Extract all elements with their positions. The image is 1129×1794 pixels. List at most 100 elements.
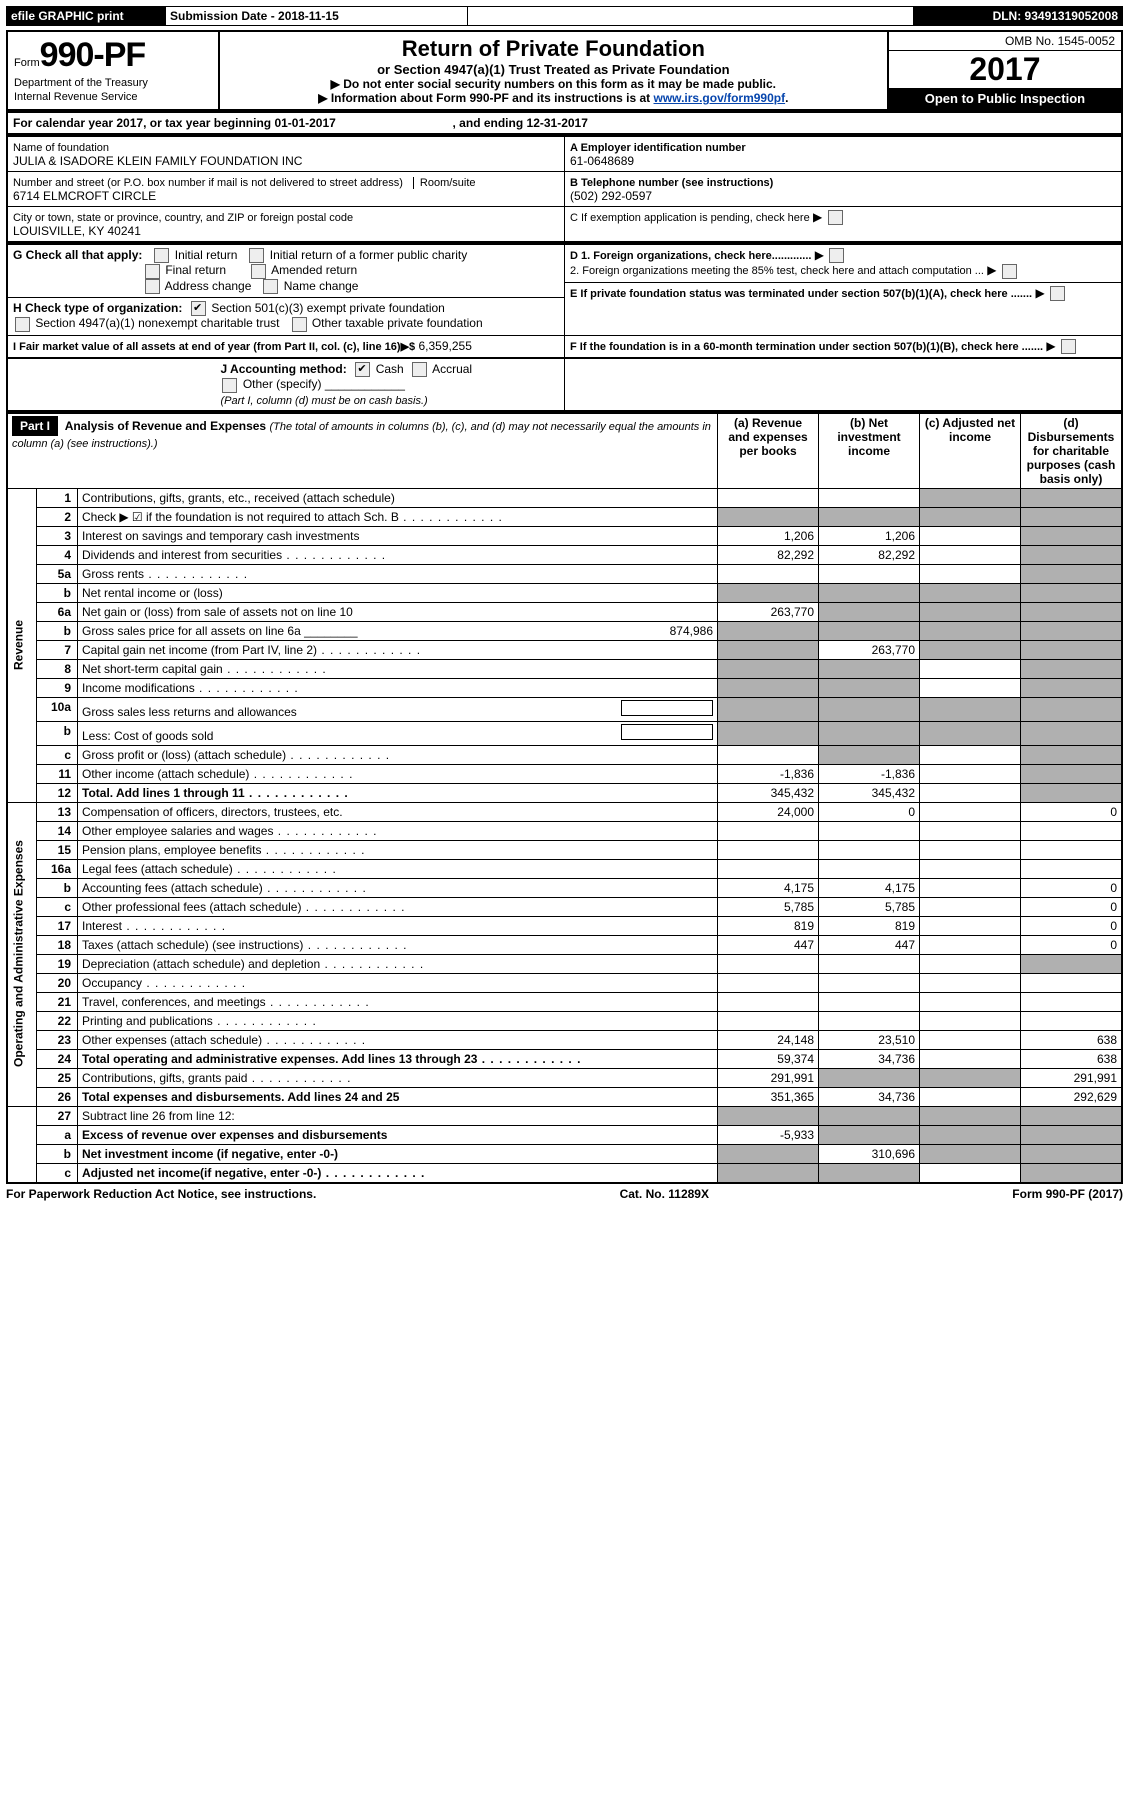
line-desc: Occupancy [78, 973, 718, 992]
d1-label: D 1. Foreign organizations, check here..… [570, 250, 811, 262]
line-number: b [37, 621, 78, 640]
cb-initial-former[interactable] [249, 248, 264, 263]
cb-amended[interactable] [251, 264, 266, 279]
col-d: (d) Disbursements for charitable purpose… [1021, 413, 1123, 489]
cell [920, 783, 1021, 802]
line-number: 16a [37, 859, 78, 878]
i-label: I Fair market value of all assets at end… [13, 341, 415, 353]
identity-block: Name of foundation JULIA & ISADORE KLEIN… [6, 135, 1123, 243]
cell [718, 721, 819, 745]
cell [718, 659, 819, 678]
line-number: 11 [37, 764, 78, 783]
info-pre: ▶ Information about Form 990-PF and its … [318, 91, 653, 105]
cell: 345,432 [819, 783, 920, 802]
cell: -1,836 [819, 764, 920, 783]
d1-checkbox[interactable] [829, 248, 844, 263]
e-checkbox[interactable] [1050, 286, 1065, 301]
cell [718, 954, 819, 973]
cb-address[interactable] [145, 279, 160, 294]
cell [718, 973, 819, 992]
dept: Department of the Treasury [14, 77, 148, 89]
cell: 292,629 [1021, 1087, 1123, 1106]
opt-address: Address change [165, 279, 252, 293]
line-number: 1 [37, 488, 78, 507]
f-label: F If the foundation is in a 60-month ter… [570, 341, 1043, 353]
line-number: 25 [37, 1068, 78, 1087]
cell [1021, 1125, 1123, 1144]
cb-name[interactable] [263, 279, 278, 294]
cell [819, 859, 920, 878]
cell [819, 602, 920, 621]
cb-final[interactable] [145, 264, 160, 279]
cell [819, 697, 920, 721]
cell [1021, 821, 1123, 840]
cell: 345,432 [718, 783, 819, 802]
cell [718, 488, 819, 507]
opt-4947: Section 4947(a)(1) nonexempt charitable … [35, 316, 279, 330]
cell: 819 [819, 916, 920, 935]
d2-checkbox[interactable] [1002, 264, 1017, 279]
table-row: bGross sales price for all assets on lin… [7, 621, 1122, 640]
form-prefix: Form [14, 57, 40, 69]
opt-initial-former: Initial return of a former public charit… [270, 248, 467, 262]
line-number: 4 [37, 545, 78, 564]
table-row: 6aNet gain or (loss) from sale of assets… [7, 602, 1122, 621]
cb-cash[interactable] [355, 362, 370, 377]
cell [1021, 1011, 1123, 1030]
cell [1021, 545, 1123, 564]
line-number: 15 [37, 840, 78, 859]
cb-accrual[interactable] [412, 362, 427, 377]
line-desc: Adjusted net income(if negative, enter -… [78, 1163, 718, 1183]
cell [718, 745, 819, 764]
cb-4947[interactable] [15, 317, 30, 332]
cell: 59,374 [718, 1049, 819, 1068]
line-desc: Income modifications [78, 678, 718, 697]
cell: 263,770 [718, 602, 819, 621]
cb-other-acct[interactable] [222, 378, 237, 393]
line-desc: Total operating and administrative expen… [78, 1049, 718, 1068]
cell [718, 821, 819, 840]
line-number: 13 [37, 802, 78, 821]
irs-link[interactable]: www.irs.gov/form990pf [654, 91, 786, 105]
table-row: 15Pension plans, employee benefits [7, 840, 1122, 859]
cell: 291,991 [1021, 1068, 1123, 1087]
part1-label: Part I [12, 416, 58, 436]
line-desc: Capital gain net income (from Part IV, l… [78, 640, 718, 659]
cell [819, 954, 920, 973]
section-label: Revenue [7, 488, 37, 802]
cell [920, 878, 1021, 897]
j-block: J Accounting method: Cash Accrual Other … [6, 359, 1123, 412]
table-row: 24Total operating and administrative exp… [7, 1049, 1122, 1068]
phone: (502) 292-0597 [570, 189, 652, 203]
f-checkbox[interactable] [1061, 339, 1076, 354]
table-row: bNet investment income (if negative, ent… [7, 1144, 1122, 1163]
table-row: bLess: Cost of goods sold [7, 721, 1122, 745]
j-label: J Accounting method: [220, 362, 346, 376]
line-number: 2 [37, 507, 78, 526]
cb-501c3[interactable] [191, 301, 206, 316]
cell: 0 [1021, 878, 1123, 897]
cell: 34,736 [819, 1049, 920, 1068]
cell [1021, 697, 1123, 721]
cell [920, 1087, 1021, 1106]
c-checkbox[interactable] [828, 210, 843, 225]
cb-other-tax[interactable] [292, 317, 307, 332]
line-desc: Interest [78, 916, 718, 935]
cell [819, 659, 920, 678]
line-desc: Pension plans, employee benefits [78, 840, 718, 859]
cell [819, 1068, 920, 1087]
cb-initial[interactable] [154, 248, 169, 263]
line-number: 3 [37, 526, 78, 545]
cell: 638 [1021, 1030, 1123, 1049]
cell [1021, 783, 1123, 802]
line-number: 5a [37, 564, 78, 583]
footer-right: Form 990-PF (2017) [1012, 1187, 1123, 1201]
d2-label: 2. Foreign organizations meeting the 85%… [570, 265, 984, 277]
cell [819, 507, 920, 526]
line-desc: Other employee salaries and wages [78, 821, 718, 840]
line-number: b [37, 721, 78, 745]
line-number: 12 [37, 783, 78, 802]
cell [920, 1125, 1021, 1144]
cell [920, 802, 1021, 821]
line-number: 21 [37, 992, 78, 1011]
